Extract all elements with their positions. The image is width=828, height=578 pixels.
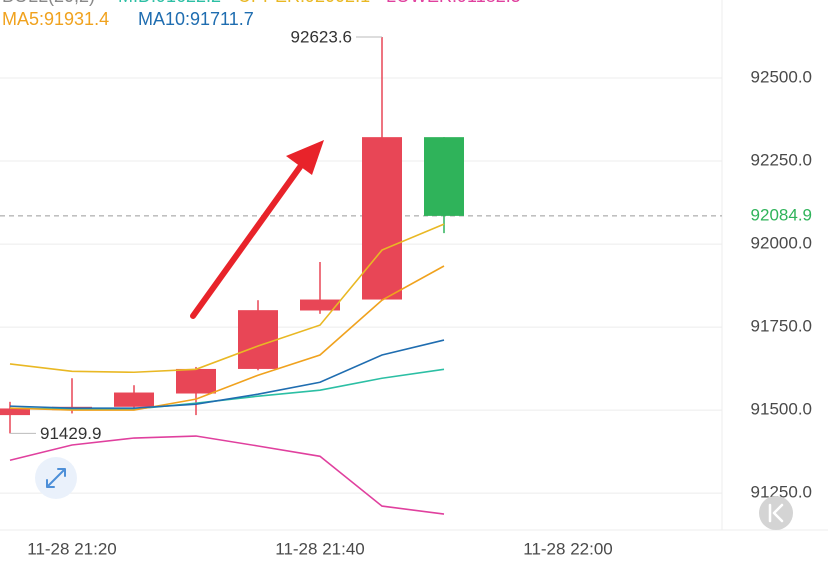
expand-button[interactable] (35, 457, 77, 499)
y-tick-label: 92250.0 (751, 151, 812, 170)
y-tick-label: 91250.0 (751, 483, 812, 502)
indicator-line (9, 368, 445, 410)
candle-body (238, 310, 278, 369)
indicator-line (9, 435, 445, 515)
scroll-to-latest-button[interactable] (759, 496, 793, 530)
y-tick-label: 91750.0 (751, 317, 812, 336)
candle-body (300, 299, 340, 311)
indicator-line (9, 265, 445, 411)
trend-arrow (190, 140, 324, 319)
legend-entry: MID:91622.2 (118, 0, 221, 6)
high-label: 92623.6 (291, 27, 352, 46)
candle-body (176, 368, 216, 394)
legend-entry: MA10:91711.7 (138, 9, 254, 29)
candle-body (0, 408, 30, 416)
candle-body (362, 137, 402, 300)
y-tick-label: 92000.0 (751, 234, 812, 253)
legend-entry: MA5:91931.4 (2, 9, 109, 29)
candle-body (114, 392, 154, 407)
legend-entry: UPPER:92002.1 (238, 0, 370, 6)
x-tick-label: 11-28 21:40 (275, 539, 364, 558)
x-tick-label: 11-28 22:00 (523, 539, 612, 558)
y-tick-label: 92500.0 (751, 68, 812, 87)
indicator-label: BOLL(20,2) (2, 0, 95, 6)
x-tick-label: 11-28 21:20 (27, 539, 116, 558)
indicator-line (9, 223, 445, 374)
last-price-label: 92084.9 (751, 205, 812, 224)
candle-body (424, 137, 464, 216)
y-tick-label: 91500.0 (751, 400, 812, 419)
low-label: 91429.9 (40, 424, 101, 443)
legend-entry: LOWER:91182.5 (386, 0, 521, 6)
indicator-line (9, 339, 445, 409)
